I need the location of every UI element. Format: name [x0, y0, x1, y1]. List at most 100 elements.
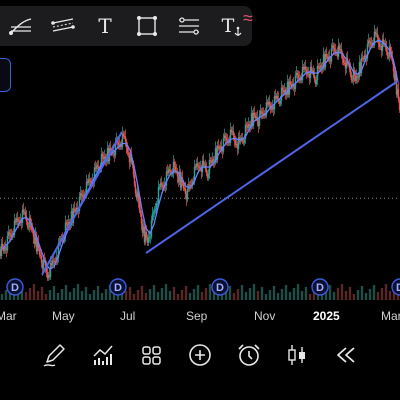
- candle-body: [265, 102, 268, 116]
- candle-body: [135, 193, 138, 198]
- volume-bar: [212, 291, 216, 300]
- candle-body: [196, 163, 199, 166]
- candle-body: [129, 153, 132, 163]
- candle-body: [234, 140, 237, 145]
- rectangle-tool[interactable]: [130, 9, 164, 43]
- volume-bar: [336, 288, 340, 300]
- candle-body: [145, 232, 148, 238]
- trend-line-tool[interactable]: [4, 9, 38, 43]
- layouts-button[interactable]: [134, 338, 168, 372]
- candle-body: [86, 181, 89, 183]
- candle-body: [338, 45, 341, 50]
- volume-bar: [380, 288, 384, 300]
- volume-bar: [184, 286, 188, 300]
- candle-body: [342, 58, 345, 63]
- candle-body: [140, 214, 143, 224]
- candle-body: [46, 272, 49, 279]
- fib-retracement-tool[interactable]: [172, 9, 206, 43]
- candle-body: [101, 154, 104, 157]
- candle-body: [246, 126, 249, 128]
- candle-body: [137, 191, 140, 201]
- candle-body: [121, 133, 124, 147]
- volume-bar: [252, 284, 256, 300]
- candle-body: [303, 66, 306, 70]
- candle-body: [104, 156, 107, 159]
- replay-button[interactable]: [329, 338, 363, 372]
- volume-bar: [396, 294, 400, 300]
- svg-text:T: T: [98, 15, 112, 37]
- anchored-text-tool[interactable]: T: [214, 9, 248, 43]
- side-panel-handle[interactable]: [0, 58, 11, 92]
- volume-bar: [24, 292, 28, 300]
- candle-body: [367, 40, 370, 45]
- candle-body: [385, 47, 388, 53]
- candle-body: [389, 46, 392, 52]
- text-tool[interactable]: T: [88, 9, 122, 43]
- x-tick-label: Jul: [120, 309, 136, 323]
- candle-body: [230, 129, 233, 133]
- candle-body: [8, 232, 11, 234]
- dividend-marker[interactable]: [211, 278, 229, 296]
- volume-bar: [352, 294, 356, 300]
- candle-body: [315, 80, 318, 84]
- wave-icon[interactable]: ≈: [243, 7, 253, 28]
- price-chart[interactable]: DDDDD: [0, 0, 400, 330]
- candle-body: [34, 234, 37, 244]
- candle-body: [96, 165, 99, 167]
- add-button[interactable]: [183, 338, 217, 372]
- candle-body: [35, 234, 38, 252]
- candle-body: [173, 161, 176, 167]
- candle-body: [245, 124, 248, 127]
- indicators-button[interactable]: [86, 338, 120, 372]
- candle-body: [139, 210, 142, 215]
- candle-body: [80, 193, 83, 195]
- volume-bar: [372, 285, 376, 300]
- candle-body: [313, 75, 316, 80]
- volume-bar: [344, 291, 348, 300]
- candle-body: [223, 135, 226, 139]
- candle-body: [124, 136, 127, 142]
- dividend-marker-label: D: [11, 282, 19, 294]
- candle-body: [138, 200, 141, 210]
- candle-body: [302, 66, 305, 70]
- candle-body: [276, 95, 279, 99]
- dividend-marker[interactable]: [6, 278, 24, 296]
- candle-body: [308, 73, 311, 79]
- parallel-channel-tool[interactable]: [46, 9, 80, 43]
- candle-body: [215, 148, 218, 161]
- dividend-marker[interactable]: [391, 278, 400, 296]
- volume-bar: [108, 285, 112, 300]
- candle-body: [257, 121, 260, 127]
- volume-bar: [376, 292, 380, 300]
- candle-body: [38, 248, 41, 255]
- volume-bar: [232, 293, 236, 300]
- candle-body: [166, 171, 169, 174]
- candle-body: [73, 208, 76, 211]
- candle-body: [322, 54, 325, 69]
- candle-body: [252, 112, 255, 127]
- alert-button[interactable]: [232, 338, 266, 372]
- candle-body: [370, 43, 373, 46]
- dividend-marker[interactable]: [109, 278, 127, 296]
- volume-bar: [96, 286, 100, 300]
- dividend-marker-label: D: [396, 282, 400, 294]
- candle-body: [49, 263, 52, 277]
- candle-body: [318, 67, 321, 70]
- candle-body: [344, 62, 347, 69]
- candle-body: [392, 61, 395, 71]
- svg-text:T: T: [222, 15, 235, 37]
- volume-bar: [288, 292, 292, 300]
- candle-body: [182, 182, 185, 189]
- draw-button[interactable]: [37, 338, 71, 372]
- candle-body: [301, 66, 304, 81]
- candle-body: [152, 212, 155, 214]
- candle-body: [15, 218, 18, 223]
- candle-body: [114, 142, 117, 156]
- chart-type-button[interactable]: [280, 338, 314, 372]
- candle-body: [81, 194, 84, 197]
- dividend-marker[interactable]: [311, 278, 329, 296]
- candle-body: [310, 66, 313, 72]
- volume-bar: [188, 293, 192, 300]
- chart-canvas[interactable]: DDDDD: [0, 0, 400, 330]
- candle-body: [334, 50, 337, 54]
